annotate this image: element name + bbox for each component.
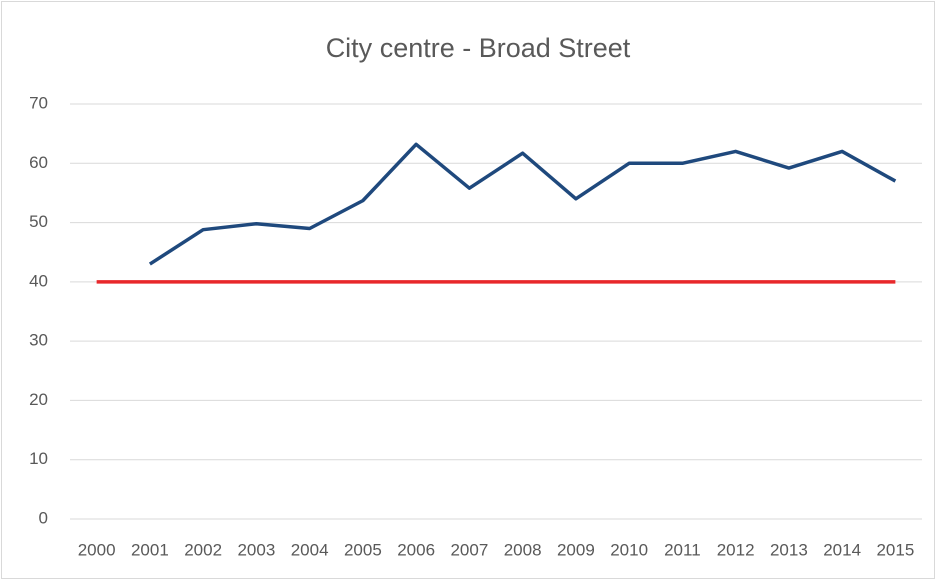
x-tick-label: 2004 xyxy=(291,540,329,559)
x-tick-label: 2000 xyxy=(78,540,116,559)
y-tick-label: 30 xyxy=(29,331,48,350)
x-tick-label: 2003 xyxy=(237,540,275,559)
y-tick-label: 0 xyxy=(39,508,48,527)
x-tick-label: 2011 xyxy=(664,540,701,559)
x-tick-label: 2006 xyxy=(397,540,435,559)
y-tick-label: 20 xyxy=(29,390,48,409)
x-tick-label: 2007 xyxy=(450,540,488,559)
y-tick-label: 70 xyxy=(29,93,48,112)
x-tick-label: 2005 xyxy=(344,540,382,559)
y-tick-label: 50 xyxy=(29,212,48,231)
x-tick-label: 2001 xyxy=(131,540,169,559)
y-tick-label: 60 xyxy=(29,153,48,172)
x-tick-label: 2015 xyxy=(876,540,914,559)
chart-title: City centre - Broad Street xyxy=(326,33,631,63)
y-tick-label: 40 xyxy=(29,271,48,290)
x-tick-label: 2002 xyxy=(184,540,222,559)
x-tick-label: 2014 xyxy=(823,540,861,559)
series-line xyxy=(148,142,897,266)
x-tick-label: 2012 xyxy=(717,540,755,559)
y-tick-label: 10 xyxy=(29,449,48,468)
x-tick-label: 2009 xyxy=(557,540,595,559)
x-tick-label: 2008 xyxy=(504,540,542,559)
x-tick-label: 2010 xyxy=(610,540,648,559)
x-tick-label: 2013 xyxy=(770,540,808,559)
